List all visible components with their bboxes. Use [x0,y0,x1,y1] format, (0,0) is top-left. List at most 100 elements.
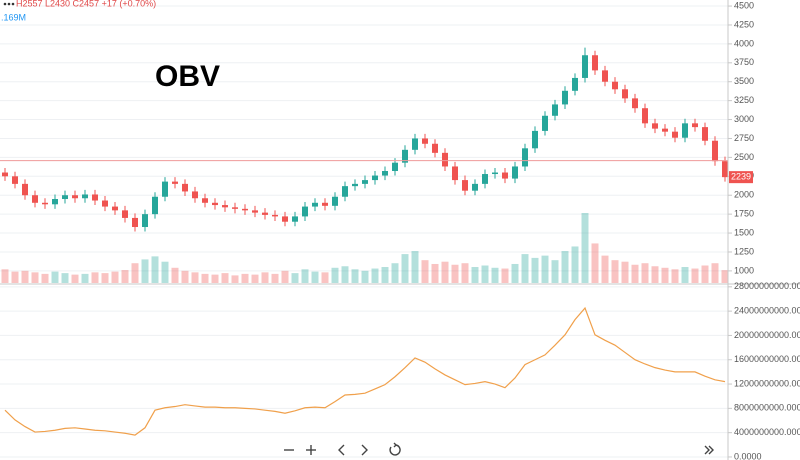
scroll-end-button[interactable] [704,445,714,455]
candle-body [542,115,548,131]
candle-body [562,90,568,105]
candle-body [112,206,118,211]
menu-dot[interactable] [7,2,11,6]
candle-body [432,143,438,153]
candle-body [212,202,218,206]
volume-bar [391,263,399,283]
candle-body [502,172,508,179]
volume-bar [61,273,69,283]
volume-bar [571,246,579,283]
volume-bar [711,263,719,283]
candle-body [532,130,538,149]
volume-bar [621,261,629,283]
indicator-title: OBV [155,60,220,93]
volume-bar [521,254,529,283]
candle-body [72,195,78,199]
candle-body [602,70,608,82]
scroll-right-button[interactable] [361,444,368,456]
y-tick-label: 20000000000.0000 [734,330,800,340]
volume-bar [291,273,299,283]
zoom-in-button[interactable] [306,445,316,455]
volume-bar [181,270,189,283]
volume-bar [451,264,459,283]
volume-bar [611,260,619,283]
candle-body [522,148,528,167]
volume-bar [191,272,199,283]
y-tick-label: 1500 [734,227,754,237]
volume-bar [261,272,269,283]
y-tick-label: 0.0000 [734,451,762,460]
candle-body [12,176,18,184]
candle-body [282,216,288,222]
candle-body [682,123,688,138]
grid [0,5,728,458]
candle-body [552,104,558,116]
volume-bar [11,271,19,283]
volume-bar [721,270,729,283]
volume-bar [21,270,29,283]
menu-dot[interactable] [3,2,7,6]
volume-bar [311,271,319,283]
volume-bar [141,259,149,283]
volume-bar [131,263,139,283]
volume-bar [481,265,489,283]
candle-body [122,210,128,218]
volume-bar [171,267,179,283]
toolbar [284,442,714,456]
volume-bar [691,268,699,283]
y-tick-label: 4250 [734,19,754,29]
volume-bar [371,268,379,283]
candle-body [482,174,488,184]
candle-body [2,172,8,177]
candle-body [392,162,398,172]
volume-bar [561,251,569,283]
menu-dot[interactable] [11,2,15,6]
volume-bar [341,266,349,283]
y-tick-label: 4000 [734,38,754,48]
volume-value: .169M [1,12,26,22]
candle-body [712,140,718,162]
obv-line [4,306,726,436]
volume-bar [81,273,89,283]
volume-bar [41,273,49,283]
y-tick-label: 1750 [734,209,754,219]
candle-body [462,180,468,191]
volume-bar [551,260,559,283]
candle-body [272,214,278,217]
candle-body [102,200,108,207]
volume-bar [321,272,329,283]
candle-body [222,205,228,208]
volume-bar [661,267,669,283]
candle-body [442,152,448,167]
candle-body [142,214,148,228]
y-tick-label: 1250 [734,246,754,256]
candle-body [62,195,68,200]
reset-button[interactable] [389,442,401,456]
y-tick-label: 3250 [734,95,754,105]
volume-bar [201,273,209,283]
volume-bar [641,263,649,283]
candle-body [252,210,258,213]
candle-body [402,149,408,163]
y-tick-label: 8000000000.0000 [734,403,800,413]
candle-body [202,198,208,203]
volume-bar [91,272,99,283]
labels: 1000125015001750200022502500275030003250… [728,0,800,460]
volume-bar [681,267,689,283]
volume-bar [351,269,359,283]
y-tick-label: 3750 [734,57,754,67]
volume-bar [441,261,449,283]
scroll-left-button[interactable] [338,444,345,456]
candle-body [492,172,498,175]
candle-body [322,202,328,206]
volume-bar [431,263,439,283]
candle-body [692,123,698,128]
candle-body [372,175,378,181]
candle-body [342,186,348,197]
last-price-box [729,171,753,184]
candle-body [472,183,478,191]
volume-bar [71,274,79,283]
candle-body [152,196,158,215]
volume-bar [151,256,159,283]
